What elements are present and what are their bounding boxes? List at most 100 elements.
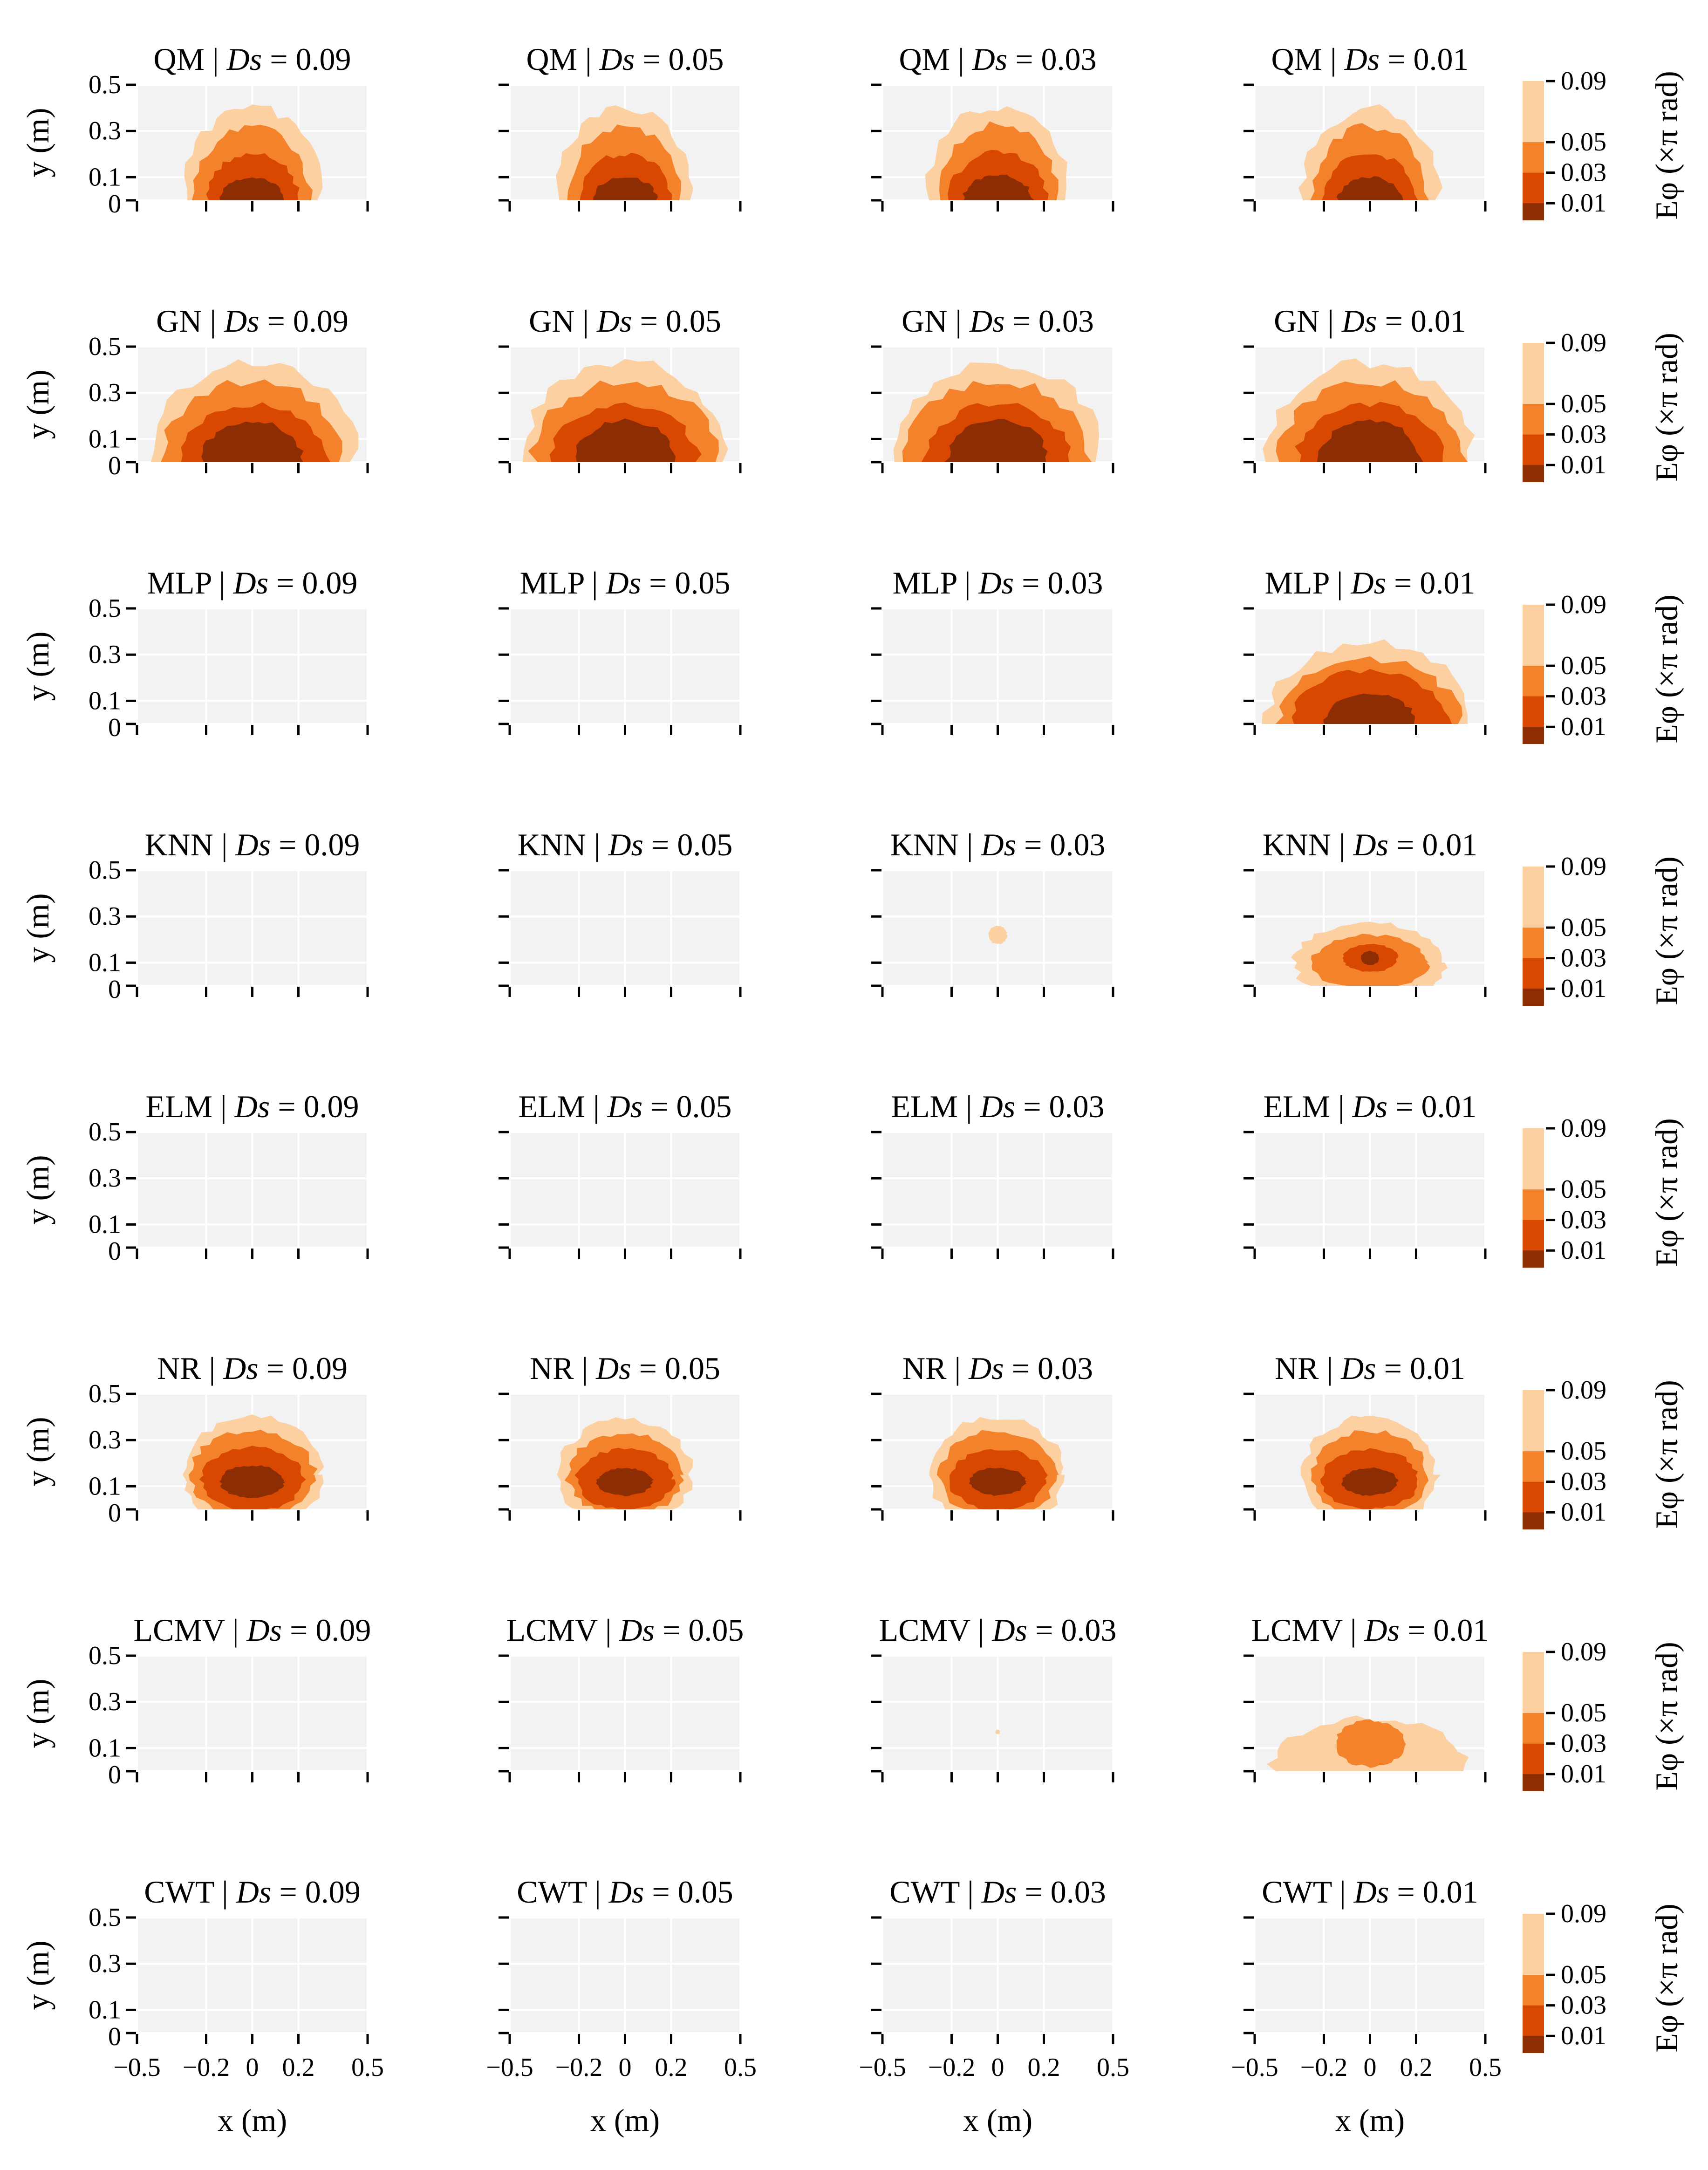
subplot-qm-ds-0.05: QM | Ds = 0.05 [499, 41, 742, 212]
colorbar-tick-label: 0.05 [1561, 1175, 1606, 1204]
colorbar-tick-label: 0.05 [1561, 389, 1606, 418]
panel-title-method: KNN | [1263, 827, 1353, 862]
colorbar-tick-label: 0.01 [1561, 974, 1606, 1003]
panel-title-method: CWT | [144, 1874, 236, 1910]
colorbar-tick-label: 0.03 [1561, 420, 1606, 449]
panel-title-ds: Ds [1344, 41, 1380, 77]
x-tick-label: −0.5 [1231, 2053, 1278, 2082]
subplot-cwt-ds-0.09: CWT | Ds = 0.090.50.30.10−0.5 −0.2 0 0.2 0.5… [20, 1874, 384, 2138]
colorbar-segment-1 [1523, 1774, 1544, 1791]
panel-title-value: = 0.09 [270, 1089, 359, 1124]
contour-level-4 [988, 926, 1008, 944]
x-tick-label: 0 [1364, 2053, 1377, 2082]
y-axis-label: y (m) [20, 108, 55, 177]
colorbar-tick-label: 0.03 [1561, 1206, 1606, 1235]
panel-title-ds: Ds [608, 827, 644, 862]
contour-level-1 [1336, 176, 1403, 200]
contour-regions [182, 1414, 324, 1509]
y-tick-label: 0 [108, 190, 121, 218]
y-tick-label: 0.1 [89, 1995, 121, 2024]
subplot-nr-ds-0.09: NR | Ds = 0.09 0.5 0.3 0.10 y (m) [20, 1351, 369, 1528]
colorbar-segment-4 [1523, 605, 1544, 667]
panel-title-ds: Ds [1352, 1089, 1388, 1124]
panel-title-value: = 0.01 [1389, 1874, 1478, 1910]
contour-regions [893, 362, 1102, 462]
colorbar-tick-label: 0.09 [1561, 590, 1606, 619]
panel-title-ds: Ds [236, 1874, 272, 1910]
subplot-gn-ds-0.09: GN | Ds = 0.09 0.5 0.3 0.10 y (m) [20, 303, 369, 480]
colorbar-tick-label: 0.05 [1561, 1960, 1606, 1989]
colorbar-segment-2 [1523, 1743, 1544, 1775]
contour-level-1 [944, 419, 1050, 462]
subplot-gn-ds-0.05: GN | Ds = 0.05 [499, 303, 742, 473]
panel-title-ds: Ds [246, 1612, 282, 1648]
colorbar-row-6: 0.09 0.050.030.01 Eφ (×π rad) [1523, 1376, 1684, 1529]
colorbar-segment-3 [1523, 1189, 1544, 1221]
panel-title-value: = 0.09 [271, 827, 360, 862]
panel-title-value: = 0.03 [1015, 1089, 1104, 1124]
panel-title-value: = 0.09 [260, 303, 348, 339]
panel-title: QM | Ds = 0.09 [153, 41, 351, 77]
y-tick-label: 0.5 [89, 1118, 121, 1146]
panel-title-value: = 0.05 [631, 1351, 720, 1386]
panel-title-method: KNN | [145, 827, 236, 862]
contour-level-1 [199, 421, 304, 462]
panel-title-method: QM | [1271, 41, 1344, 77]
subplot-cwt-ds-0.05: CWT | Ds = 0.05 −0.5 −0.2 0 0.2 0.5 x (m) [486, 1874, 757, 2138]
panel-title-method: GN | [529, 303, 597, 339]
panel-title-method: LCMV | [1251, 1612, 1365, 1648]
panel-title-method: ELM | [891, 1089, 980, 1124]
x-axis-label: x (m) [1335, 2102, 1405, 2138]
x-tick-label: 0.2 [282, 2053, 315, 2082]
x-tick-label: 0.2 [1028, 2053, 1060, 2082]
y-axis-label: y (m) [20, 1155, 55, 1224]
panel-title-value: = 0.03 [1016, 827, 1105, 862]
colorbar-segment-3 [1523, 928, 1544, 959]
panel-title-ds: Ds [595, 1351, 631, 1386]
y-tick-label: 0.1 [89, 163, 121, 191]
colorbar-tick-label: 0.05 [1561, 651, 1606, 680]
colorbar-segment-3 [1523, 666, 1544, 697]
contour-regions [995, 1729, 1000, 1734]
panel-title-value: = 0.03 [1017, 1874, 1106, 1910]
panel-title-value: = 0.05 [642, 1089, 731, 1124]
colorbar-row-8: 0.09 0.050.030.01 Eφ (×π rad) [1523, 1899, 1684, 2053]
subplot-cwt-ds-0.03: CWT | Ds = 0.03 −0.5 −0.2 0 0.2 0.5 x (m) [859, 1874, 1129, 2138]
panel-title-ds: Ds [235, 827, 271, 862]
colorbar-tick-label: 0.05 [1561, 1437, 1606, 1466]
x-tick-label: 0.2 [655, 2053, 688, 2082]
colorbar-tick-label: 0.01 [1561, 450, 1606, 479]
colorbar-tick-label: 0.05 [1561, 128, 1606, 157]
panel-title-method: QM | [153, 41, 226, 77]
subplot-cwt-ds-0.01: CWT | Ds = 0.01 −0.5 −0.2 0 0.2 0.5 x (m) [1231, 1874, 1502, 2138]
colorbar-segment-2 [1523, 958, 1544, 989]
panel-title-ds: Ds [619, 1612, 655, 1648]
colorbar-tick-label: 0.03 [1561, 1729, 1606, 1758]
y-tick-label: 0.5 [89, 1379, 121, 1408]
subplot-qm-ds-0.03: QM | Ds = 0.03 [871, 41, 1114, 212]
colorbar-label: Eφ (×π rad) [1649, 1118, 1684, 1267]
colorbar-tick-label: 0.09 [1561, 1638, 1606, 1666]
colorbar-tick-label: 0.03 [1561, 1467, 1606, 1496]
panel-title-method: KNN | [890, 827, 981, 862]
subplot-mlp-ds-0.05: MLP | Ds = 0.05 [499, 565, 742, 735]
subplot-elm-ds-0.03: ELM | Ds = 0.03 [871, 1089, 1114, 1259]
panel-title: ELM | Ds = 0.09 [145, 1089, 359, 1124]
y-tick-label: 0 [108, 451, 121, 480]
y-tick-label: 0 [108, 975, 121, 1004]
y-tick-label: 0.5 [89, 70, 121, 99]
contour-regions [1298, 104, 1443, 200]
panel-title-value: = 0.01 [1380, 41, 1469, 77]
panel-title-ds: Ds [1341, 303, 1377, 339]
panel-title-value: = 0.05 [632, 303, 721, 339]
panel-title-value: = 0.09 [271, 1874, 360, 1910]
panel-title-method: NR | [530, 1351, 596, 1386]
panel-title: KNN | Ds = 0.01 [1263, 827, 1478, 862]
y-axis-label: y (m) [20, 1679, 55, 1748]
colorbar-label: Eφ (×π rad) [1649, 1380, 1684, 1529]
x-tick-label: 0.5 [1097, 2053, 1129, 2082]
panel-title: QM | Ds = 0.03 [899, 41, 1096, 77]
y-tick-label: 0.3 [89, 1687, 121, 1716]
panel-title: CWT | Ds = 0.01 [1262, 1874, 1478, 1910]
contour-regions [553, 105, 698, 200]
